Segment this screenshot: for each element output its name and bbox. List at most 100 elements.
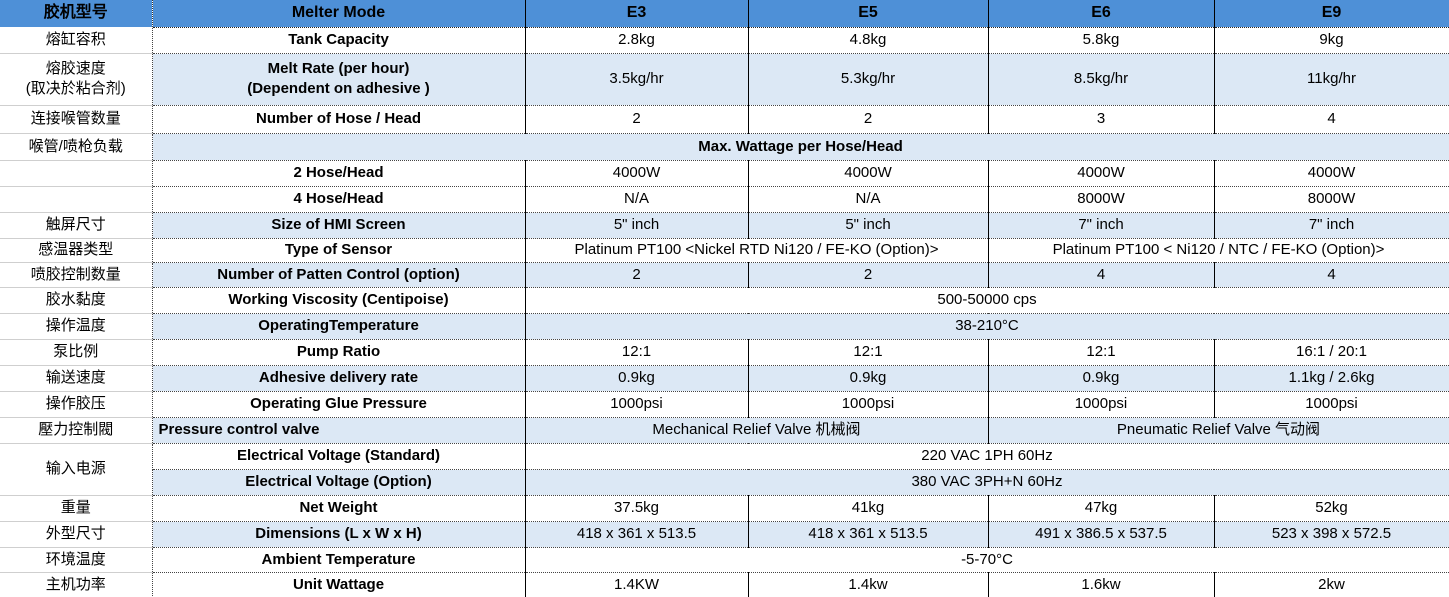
cn-label-power-input: 输入电源 [0,443,153,496]
en-label-melt-rate-line1: Melt Rate (per hour) [267,59,410,77]
row-wattage-4hose: 4 Hose/Head N/A N/A 8000W 8000W [0,186,1449,213]
pump-ratio-e3: 12:1 [525,339,749,366]
en-label-viscosity: Working Viscosity (Centipoise) [152,287,526,314]
glue-pressure-e6: 1000psi [988,391,1215,418]
en-label-ambient-temp: Ambient Temperature [152,547,526,573]
cn-label-ambient-temp: 环境温度 [0,547,153,573]
en-label-tank-capacity: Tank Capacity [152,27,526,54]
cn-label-tank-capacity: 熔缸容积 [0,27,153,54]
tank-capacity-e3: 2.8kg [525,27,749,54]
en-label-melt-rate: Melt Rate (per hour) (Dependent on adhes… [152,53,526,106]
cn-label-melt-rate: 熔胶速度 (取决於粘合剂) [0,53,153,106]
dimensions-e6: 491 x 386.5 x 537.5 [988,521,1215,548]
dimensions-e9: 523 x 398 x 572.5 [1214,521,1449,548]
wattage-2hose-e5: 4000W [748,160,989,187]
cn-label-dimensions: 外型尺寸 [0,521,153,548]
voltage-standard-all: 220 VAC 1PH 60Hz [525,443,1449,470]
net-weight-e6: 47kg [988,495,1215,522]
row-pressure-valve: 壓力控制閥 Pressure control valve Mechanical … [0,417,1449,444]
cn-label-hose-head-count: 连接喉管数量 [0,105,153,134]
en-label-hose-head-count: Number of Hose / Head [152,105,526,134]
wattage-4hose-e5: N/A [748,186,989,213]
header-row: 胶机型号 Melter Mode E3 E5 E6 E9 [0,0,1449,28]
unit-wattage-e5: 1.4kw [748,572,989,597]
unit-wattage-e6: 1.6kw [988,572,1215,597]
wattage-2hose-e9: 4000W [1214,160,1449,187]
cn-label-pump-ratio: 泵比例 [0,339,153,366]
row-glue-pressure: 操作胶压 Operating Glue Pressure 1000psi 100… [0,391,1449,418]
row-sensor: 感温器类型 Type of Sensor Platinum PT100 <Nic… [0,238,1449,263]
en-label-patten-control: Number of Patten Control (option) [152,262,526,288]
melt-rate-e6: 8.5kg/hr [988,53,1215,106]
pump-ratio-e5: 12:1 [748,339,989,366]
cn-label-empty-2 [0,186,153,213]
row-hose-head-count: 连接喉管数量 Number of Hose / Head 2 2 3 4 [0,105,1449,134]
max-wattage-banner: Max. Wattage per Hose/Head [152,133,1449,161]
net-weight-e5: 41kg [748,495,989,522]
hmi-screen-e6: 7" inch [988,212,1215,239]
viscosity-all: 500-50000 cps [525,287,1449,314]
net-weight-e9: 52kg [1214,495,1449,522]
cn-label-hmi-screen: 触屏尺寸 [0,212,153,239]
melt-rate-e9: 11kg/hr [1214,53,1449,106]
operating-temp-all: 38-210°C [525,313,1449,340]
delivery-rate-e9: 1.1kg / 2.6kg [1214,365,1449,392]
cn-label-viscosity: 胶水黏度 [0,287,153,314]
sensor-e6-e9: Platinum PT100 < Ni120 / NTC / FE-KO (Op… [988,238,1449,263]
tank-capacity-e9: 9kg [1214,27,1449,54]
cn-label-glue-pressure: 操作胶压 [0,391,153,418]
row-voltage-standard: 输入电源 Electrical Voltage (Standard) 220 V… [0,443,1449,496]
hose-head-count-e3: 2 [525,105,749,134]
header-model-e3: E3 [525,0,749,28]
patten-control-e6: 4 [988,262,1215,288]
row-dimensions: 外型尺寸 Dimensions (L x W x H) 418 x 361 x … [0,521,1449,548]
header-model-e5: E5 [748,0,989,28]
en-label-voltage-standard: Electrical Voltage (Standard) [152,443,526,470]
row-viscosity: 胶水黏度 Working Viscosity (Centipoise) 500-… [0,287,1449,314]
row-tank-capacity: 熔缸容积 Tank Capacity 2.8kg 4.8kg 5.8kg 9kg [0,27,1449,54]
cn-label-melt-rate-line2: (取决於粘合剂) [25,80,126,97]
row-max-wattage: 喉管/喷枪负载 Max. Wattage per Hose/Head [0,133,1449,161]
pressure-valve-e6-e9: Pneumatic Relief Valve 气动阀 [988,417,1449,444]
patten-control-e3: 2 [525,262,749,288]
pump-ratio-e9: 16:1 / 20:1 [1214,339,1449,366]
row-ambient-temp: 环境温度 Ambient Temperature -5-70°C [0,547,1449,573]
voltage-option-all: 380 VAC 3PH+N 60Hz [525,469,1449,496]
row-melt-rate: 熔胶速度 (取决於粘合剂) Melt Rate (per hour) (Depe… [0,53,1449,106]
unit-wattage-e9: 2kw [1214,572,1449,597]
row-net-weight: 重量 Net Weight 37.5kg 41kg 47kg 52kg [0,495,1449,522]
en-label-wattage-2hose: 2 Hose/Head [152,160,526,187]
cn-label-melt-rate-line1: 熔胶速度 [45,59,106,77]
dimensions-e3: 418 x 361 x 513.5 [525,521,749,548]
hmi-screen-e5: 5" inch [748,212,989,239]
en-label-net-weight: Net Weight [152,495,526,522]
patten-control-e5: 2 [748,262,989,288]
wattage-4hose-e9: 8000W [1214,186,1449,213]
tank-capacity-e5: 4.8kg [748,27,989,54]
dimensions-e5: 418 x 361 x 513.5 [748,521,989,548]
cn-label-empty-1 [0,160,153,187]
en-label-operating-temp: OperatingTemperature [152,313,526,340]
pressure-valve-e3-e5: Mechanical Relief Valve 机械阀 [525,417,989,444]
row-wattage-2hose: 2 Hose/Head 4000W 4000W 4000W 4000W [0,160,1449,187]
net-weight-e3: 37.5kg [525,495,749,522]
en-label-sensor: Type of Sensor [152,238,526,263]
cn-label-sensor: 感温器类型 [0,238,153,263]
hose-head-count-e6: 3 [988,105,1215,134]
delivery-rate-e3: 0.9kg [525,365,749,392]
delivery-rate-e6: 0.9kg [988,365,1215,392]
en-label-pump-ratio: Pump Ratio [152,339,526,366]
cn-label-delivery-rate: 输送速度 [0,365,153,392]
melt-rate-e3: 3.5kg/hr [525,53,749,106]
header-model-e6: E6 [988,0,1215,28]
wattage-2hose-e6: 4000W [988,160,1215,187]
en-label-voltage-option: Electrical Voltage (Option) [152,469,526,496]
hmi-screen-e3: 5" inch [525,212,749,239]
en-label-melt-rate-line2: (Dependent on adhesive ) [247,80,430,97]
row-pump-ratio: 泵比例 Pump Ratio 12:1 12:1 12:1 16:1 / 20:… [0,339,1449,366]
row-voltage-option: Electrical Voltage (Option) 380 VAC 3PH+… [0,469,1449,496]
row-hmi-screen: 触屏尺寸 Size of HMI Screen 5" inch 5" inch … [0,212,1449,239]
en-label-pressure-valve: Pressure control valve [152,417,526,444]
